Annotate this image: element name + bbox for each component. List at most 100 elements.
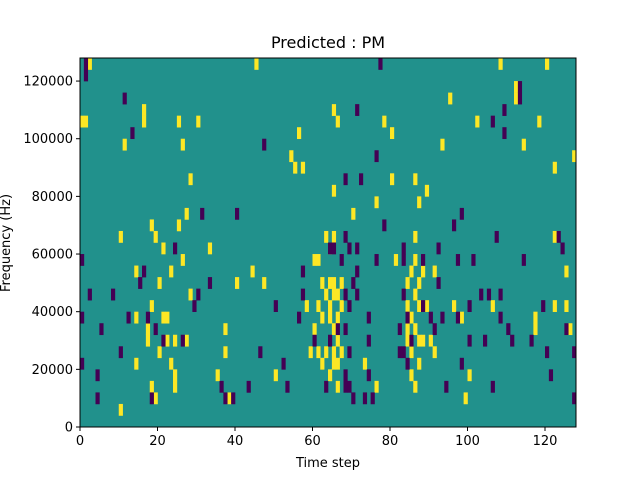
heatmap-cell-high — [331, 277, 337, 289]
heatmap-cell-low — [517, 81, 523, 93]
heatmap-cell-low — [118, 346, 123, 359]
heatmap-cell-high — [409, 369, 414, 382]
heatmap-cell-low — [355, 288, 360, 301]
heatmap-cell-low — [436, 242, 441, 255]
x-tick-label: 80 — [382, 434, 399, 449]
heatmap-cell-low — [328, 334, 333, 347]
heatmap-cell-low — [235, 207, 240, 220]
heatmap-cell-high — [118, 403, 123, 416]
heatmap-cell-low — [455, 311, 461, 324]
heatmap-cell-high — [289, 150, 294, 163]
heatmap-cell-high — [413, 288, 418, 301]
heatmap-cell-high — [467, 369, 472, 382]
heatmap-cell-low — [421, 254, 426, 266]
heatmap-cell-low — [506, 323, 511, 336]
heatmap-cell-high — [184, 207, 189, 220]
heatmap-cell-high — [552, 161, 557, 174]
heatmap-cell-low — [95, 369, 100, 382]
heatmap-cell-high — [552, 230, 557, 243]
heatmap-cell-low — [173, 242, 178, 255]
heatmap-cell-low — [401, 242, 406, 255]
heatmap-cell-low — [440, 311, 445, 324]
heatmap-cell-low — [502, 127, 507, 140]
heatmap-cell-high — [215, 369, 220, 382]
heatmap-cell-low — [459, 207, 464, 220]
heatmap-cell-low — [452, 219, 457, 232]
heatmap-cell-high — [153, 392, 158, 405]
y-tick-label: 100000 — [23, 132, 73, 147]
heatmap-cell-low — [359, 173, 364, 186]
heatmap-cell-high — [568, 323, 573, 336]
heatmap-cell-low — [409, 334, 414, 347]
heatmap-cell-high — [564, 300, 569, 312]
heatmap-cell-high — [145, 334, 151, 347]
heatmap-cell-high — [393, 254, 399, 266]
heatmap-cell-high — [417, 300, 422, 312]
heatmap-cell-high — [153, 230, 158, 243]
heatmap-cell-high — [405, 300, 410, 312]
heatmap-cell-low — [273, 300, 278, 312]
heatmap-cell-high — [335, 357, 340, 370]
heatmap-cell-high — [421, 334, 426, 347]
heatmap-cell-high — [339, 346, 344, 359]
heatmap-cell-high — [320, 277, 325, 289]
heatmap-cell-high — [533, 323, 538, 336]
heatmap-cell-high — [328, 277, 333, 289]
heatmap-cell-high — [432, 346, 437, 359]
heatmap-cell-low — [99, 323, 104, 336]
heatmap-cell-high — [405, 334, 410, 347]
heatmap-cell-high — [87, 58, 92, 70]
heatmap-cell-low — [343, 173, 348, 186]
heatmap-cell-high — [417, 196, 422, 209]
heatmap-cell-low — [83, 69, 89, 82]
heatmap-cell-high — [157, 277, 162, 289]
heatmap-cell-low — [366, 369, 371, 382]
heatmap-cell-high — [475, 115, 480, 128]
heatmap-cell-low — [382, 219, 387, 232]
heatmap-cell-low — [324, 380, 329, 393]
x-tick-label: 60 — [304, 434, 321, 449]
heatmap-cell-low — [258, 346, 263, 359]
heatmap-cell-high — [235, 277, 240, 289]
heatmap-cell-high — [83, 115, 89, 128]
heatmap-cell-high — [149, 300, 154, 312]
heatmap-cell-high — [331, 288, 337, 301]
heatmap-cell-high — [169, 357, 174, 370]
heatmap-cell-low — [138, 277, 143, 289]
heatmap-cell-low — [83, 58, 89, 70]
heatmap-cell-low — [545, 346, 550, 359]
heatmap-cell-low — [397, 346, 402, 359]
heatmap-cell-low — [502, 104, 507, 116]
heatmap-cell-high — [324, 288, 329, 301]
heatmap-cell-low — [262, 138, 267, 151]
y-tick-label: 40000 — [32, 305, 73, 320]
heatmap-cell-low — [428, 311, 433, 324]
heatmap-cell-high — [180, 254, 185, 266]
heatmap-cell-low — [444, 380, 449, 393]
heatmap-cell-low — [355, 265, 360, 278]
heatmap-cell-high — [161, 242, 166, 255]
heatmap-cell-high — [142, 115, 147, 128]
heatmap-cell-high — [196, 115, 201, 128]
heatmap-cell-high — [552, 300, 557, 312]
heatmap-cell-low — [521, 254, 526, 266]
heatmap-cell-low — [153, 323, 158, 336]
heatmap-cell-high — [351, 207, 356, 220]
heatmap-cell-high — [176, 115, 182, 128]
heatmap-cell-low — [246, 380, 251, 393]
heatmap-cell-low — [281, 357, 286, 370]
heatmap-cell-low — [421, 300, 426, 312]
heatmap-cell-high — [149, 219, 154, 232]
heatmap-cell-low — [331, 242, 337, 255]
heatmap-cell-high — [413, 230, 418, 243]
heatmap-cell-high — [134, 265, 139, 278]
heatmap-cell-high — [424, 184, 430, 197]
heatmap-cell-low — [541, 300, 546, 312]
heatmap-cell-high — [227, 392, 232, 405]
heatmap-cell-low — [328, 242, 333, 255]
heatmap-cell-high — [320, 311, 325, 324]
y-tick-label: 60000 — [32, 248, 73, 263]
heatmap-cell-low — [370, 392, 375, 405]
heatmap-cell-high — [324, 346, 329, 359]
heatmap-cell-low — [483, 334, 488, 347]
